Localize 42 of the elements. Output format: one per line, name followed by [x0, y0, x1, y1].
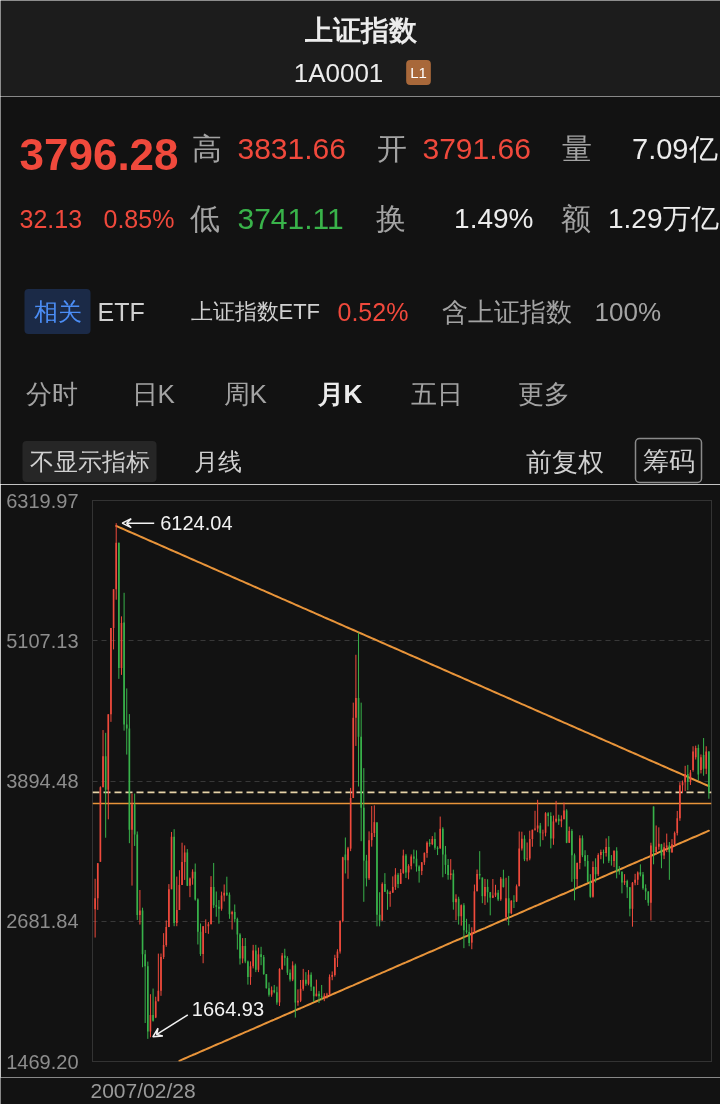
- text: 7.09亿: [632, 132, 718, 165]
- text: 1.49%: [454, 203, 534, 234]
- text: 周K: [223, 378, 268, 409]
- y-tick-label: 6319.97: [6, 489, 79, 512]
- text: 额: [560, 202, 591, 235]
- text: 开: [376, 132, 407, 165]
- y-tick-label: 5107.13: [6, 629, 79, 652]
- text: 日K: [131, 378, 176, 409]
- y-tick-label: 3894.48: [6, 770, 79, 793]
- annotation: 1664.93: [191, 997, 265, 1020]
- text: 3831.66: [237, 131, 346, 165]
- text: 上证指数ETF: [190, 299, 321, 324]
- text: 量: [561, 132, 592, 165]
- y-tick-label: 1469.20: [6, 1050, 79, 1073]
- text: 含上证指数: [441, 296, 572, 327]
- text: 相关: [33, 298, 82, 325]
- text: 32.13: [19, 204, 83, 233]
- text: 前复权: [525, 446, 604, 477]
- text: ETF: [97, 297, 145, 326]
- text: 五日: [410, 378, 463, 409]
- text: 0.52%: [337, 297, 409, 326]
- text: 更多: [517, 378, 570, 409]
- text: 0.85%: [103, 204, 175, 233]
- text: 不显示指标: [29, 448, 150, 475]
- text: 3796.28: [19, 130, 179, 179]
- annotation: 6124.04: [160, 512, 233, 535]
- text: 3791.66: [422, 131, 531, 165]
- text: 筹码: [642, 445, 695, 476]
- text: 高: [191, 132, 222, 165]
- text: 分时: [25, 378, 78, 409]
- chart-title: 上证指数: [303, 15, 418, 46]
- text: 2007/02/28: [90, 1079, 196, 1102]
- text: L1: [410, 64, 427, 81]
- text: 低: [189, 202, 220, 235]
- text: 月线: [193, 448, 242, 475]
- text: 换: [375, 202, 406, 235]
- y-tick-label: 2681.84: [6, 910, 79, 933]
- chart-subtitle: 1A0001: [293, 57, 384, 88]
- text: 月K: [316, 378, 363, 409]
- text: 3741.11: [237, 201, 344, 235]
- text: 1.29万亿: [608, 203, 719, 234]
- text: 100%: [594, 296, 661, 327]
